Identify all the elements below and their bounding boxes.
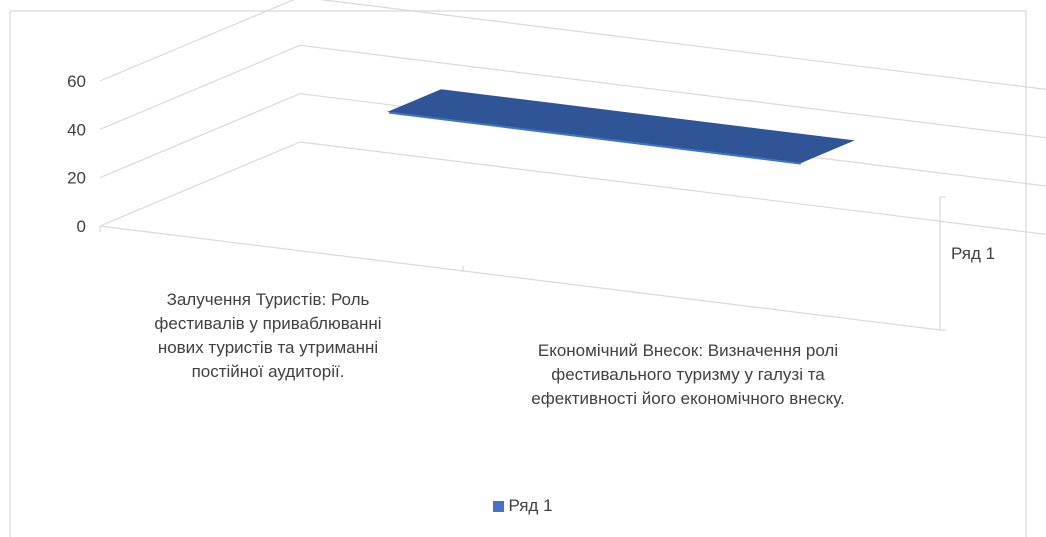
gridline-left-wall [99,93,301,179]
series-area-top [387,89,855,164]
gridline-back-wall [319,0,1046,90]
gridline-back-wall [299,44,1046,139]
y-tick-label: 60 [67,72,86,91]
y-tick-label: 0 [77,217,86,236]
y-tick-label: 40 [67,120,86,139]
gridline-back-wall [299,141,1046,235]
chart-frame [9,10,1027,537]
category-label-2: Економічний Внесок: Визначення ролі фест… [531,341,845,408]
series-axis-label: Ряд 1 [951,244,995,263]
series [387,89,855,165]
x-axis-line [99,225,941,331]
y-tick-label: 20 [67,169,86,188]
gridline-left-wall [99,0,295,82]
legend: Ряд 1 [0,496,1046,516]
gridline-left-wall [99,44,301,130]
y-axis-ticks: 0 20 40 60 [67,72,86,236]
legend-swatch [493,500,505,512]
gridline-left-wall [99,141,301,227]
category-label-1: Залучення Туристів: Роль фестивалів у пр… [154,290,382,381]
axes [99,196,946,331]
series-area-front-edge [389,111,801,165]
legend-label: Ряд 1 [508,496,553,515]
gridlines [99,0,1046,331]
